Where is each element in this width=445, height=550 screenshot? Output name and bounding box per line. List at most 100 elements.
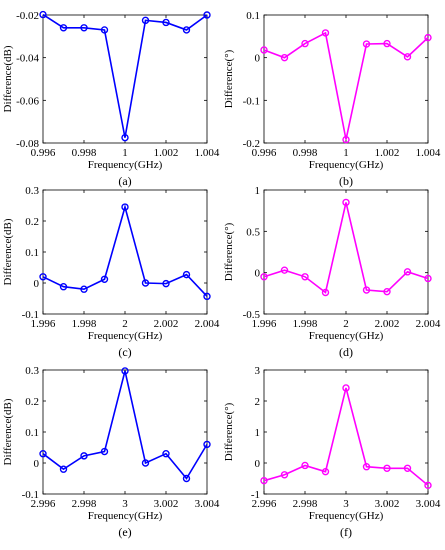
data-point (39, 10, 47, 19)
y-tick-label: -0.1 (243, 95, 260, 107)
y-tick-label: 0.1 (25, 247, 39, 259)
data-point (321, 467, 330, 476)
y-tick-label: 0 (34, 278, 40, 290)
x-axis-label: Frequency(GHz) (88, 510, 163, 522)
data-point (383, 287, 391, 296)
data-point (362, 463, 371, 471)
data-point (162, 450, 170, 458)
data-point (182, 474, 191, 483)
x-tick-label: 2.002 (375, 318, 400, 330)
x-tick-label: 1.004 (195, 147, 220, 159)
y-tick-label: 0.1 (25, 427, 39, 439)
data-point (100, 447, 109, 456)
data-point (100, 26, 109, 34)
panel-caption: (f) (340, 525, 352, 539)
x-axis-label: Frequency(GHz) (309, 330, 384, 342)
series-line (263, 387, 429, 486)
data-point (141, 279, 150, 287)
x-tick-label: 1 (122, 147, 128, 159)
data-point (424, 33, 432, 42)
y-tick-label: 1 (255, 427, 261, 439)
y-tick-label: 0 (255, 268, 261, 280)
y-tick-label: -1 (251, 489, 260, 501)
y-tick-label: 0.3 (25, 185, 39, 197)
x-tick-label: 3.002 (375, 498, 400, 510)
x-tick-label: 2.998 (72, 498, 97, 510)
x-tick-label: 2.002 (154, 318, 179, 330)
data-point (424, 481, 432, 490)
y-axis-label: Difference(dB) (2, 398, 14, 465)
data-point (203, 292, 211, 301)
y-axis-label: Difference(dB) (2, 45, 14, 112)
data-point (39, 450, 47, 458)
x-tick-label: 1.002 (375, 147, 400, 159)
x-axis-label: Frequency(GHz) (88, 330, 163, 342)
data-point (301, 461, 309, 470)
y-tick-label: -0.04 (16, 53, 39, 65)
data-point (121, 133, 129, 142)
plot-frame (263, 14, 429, 144)
x-tick-label: 2 (122, 318, 128, 330)
data-point (59, 283, 68, 291)
x-tick-label: 3 (122, 498, 128, 510)
y-tick-label: 0.1 (246, 10, 260, 22)
data-point (342, 135, 350, 144)
data-point (301, 39, 309, 48)
x-axis-label: Frequency(GHz) (309, 510, 384, 522)
x-tick-label: 2.004 (416, 318, 441, 330)
y-tick-label: 0.3 (25, 365, 39, 377)
data-point (141, 16, 150, 25)
y-tick-label: -0.2 (243, 138, 260, 150)
plot-frame (42, 369, 208, 495)
y-tick-label: -0.06 (16, 95, 39, 107)
data-point (162, 18, 170, 27)
data-point (121, 367, 129, 375)
x-tick-label: 2 (343, 318, 349, 330)
panel-f: 2.996 2.998 3 3.002 3.004-10123Frequency(GHz… (223, 365, 441, 539)
data-point (321, 29, 330, 37)
data-point (80, 24, 88, 32)
data-point (260, 46, 268, 54)
y-tick-label: -0.02 (16, 10, 39, 22)
data-point (301, 273, 309, 281)
data-point (260, 273, 268, 281)
data-point (403, 53, 412, 61)
y-tick-label: 0 (255, 53, 261, 65)
y-tick-label: 0.2 (25, 216, 39, 228)
data-point (182, 26, 191, 34)
panel-caption: (d) (339, 345, 353, 359)
series-line (263, 202, 429, 294)
data-point (203, 440, 211, 449)
panel-a: 0.996 0.998 1 1.002 1.004 -0.08 -0.06 -0.04 -0.0… (2, 10, 220, 188)
data-point (362, 40, 371, 48)
x-tick-label: 1 (343, 147, 349, 159)
y-tick-label: -0.5 (243, 309, 261, 321)
x-tick-label: 1.996 (252, 318, 277, 330)
x-tick-label: 0.998 (72, 147, 97, 159)
series-line (263, 31, 429, 140)
x-tick-label: 3.002 (154, 498, 179, 510)
y-tick-label: -0.1 (22, 489, 39, 501)
plot-frame (263, 189, 429, 315)
panel-caption: (b) (339, 174, 353, 188)
y-tick-label: 3 (255, 365, 261, 377)
data-point (342, 384, 350, 392)
data-point (141, 459, 150, 467)
data-point (203, 11, 211, 19)
x-tick-label: 0.996 (31, 147, 56, 159)
x-axis-label: Frequency(GHz) (88, 159, 163, 171)
data-point (80, 285, 88, 293)
data-point (342, 198, 350, 207)
x-tick-label: 1.002 (154, 147, 179, 159)
panel-caption: (a) (118, 174, 131, 188)
data-point (59, 465, 68, 473)
y-tick-label: -0.1 (22, 309, 39, 321)
data-point (260, 476, 268, 485)
panel-caption: (e) (118, 525, 131, 539)
series-line (42, 13, 208, 138)
x-tick-label: 3.004 (416, 498, 441, 510)
data-point (321, 288, 330, 297)
y-tick-label: 0 (255, 458, 261, 470)
x-tick-label: 1.998 (293, 318, 318, 330)
data-point (39, 273, 47, 281)
